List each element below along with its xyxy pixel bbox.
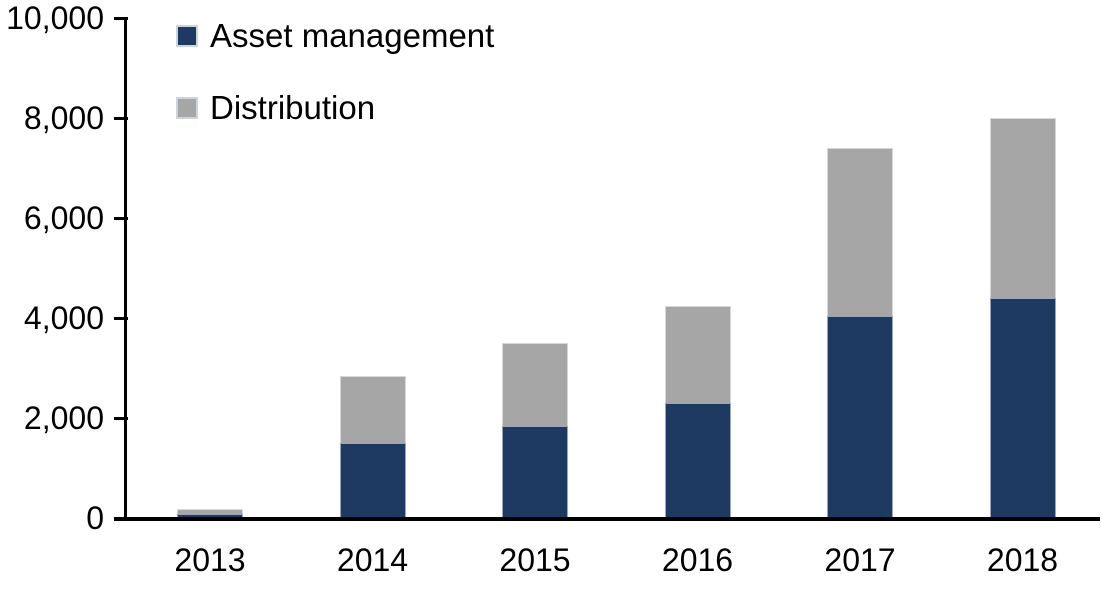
y-tick-mark — [114, 17, 128, 20]
x-category-label-2016: 2016 — [661, 542, 734, 578]
y-tick-label-4-000: 4,000 — [23, 300, 104, 336]
legend-swatch-distribution — [176, 97, 198, 119]
legend-label-asset-management: Asset management — [210, 17, 495, 54]
legend-label-distribution: Distribution — [210, 89, 376, 126]
y-tick-mark — [114, 317, 128, 320]
y-tick-mark — [114, 417, 128, 420]
legend-item-distribution: Distribution — [176, 90, 375, 126]
y-tick-label-0: 0 — [86, 500, 104, 536]
bar-2013 — [177, 0, 243, 518]
bar-2014 — [339, 0, 406, 518]
y-tick-label-6-000: 6,000 — [23, 200, 104, 236]
y-tick-label-2-000: 2,000 — [23, 400, 104, 436]
bar-segment-distribution-2017 — [827, 148, 893, 316]
y-tick-label-8-000: 8,000 — [23, 100, 104, 136]
x-category-label-2015: 2015 — [499, 542, 571, 578]
bar-segment-asset-management-2018 — [989, 298, 1056, 518]
bar-2016 — [664, 0, 731, 518]
x-axis-line — [114, 517, 1100, 521]
bar-2018 — [989, 0, 1056, 518]
y-tick-mark — [114, 117, 128, 120]
bar-segment-distribution-2015 — [502, 343, 568, 426]
bar-segment-asset-management-2014 — [339, 443, 406, 518]
bar-2015 — [502, 0, 568, 518]
x-category-label-2014: 2014 — [336, 542, 409, 578]
bar-segment-asset-management-2013 — [177, 514, 243, 518]
legend-swatch-asset-management — [176, 25, 198, 47]
bar-segment-asset-management-2017 — [827, 315, 893, 518]
legend-item-asset-management: Asset management — [176, 18, 494, 54]
bar-2017 — [827, 0, 893, 518]
bar-segment-distribution-2014 — [339, 375, 406, 443]
x-category-label-2018: 2018 — [986, 542, 1059, 578]
bar-segment-distribution-2013 — [177, 509, 243, 515]
bar-segment-asset-management-2015 — [502, 425, 568, 518]
bar-segment-asset-management-2016 — [664, 403, 731, 518]
bar-segment-distribution-2018 — [989, 118, 1056, 298]
y-tick-mark — [114, 217, 128, 220]
bar-segment-distribution-2016 — [664, 305, 731, 403]
y-tick-label-10-000: 10,000 — [6, 0, 104, 36]
x-category-label-2017: 2017 — [824, 542, 896, 578]
x-category-label-2013: 2013 — [174, 542, 246, 578]
y-axis-line — [124, 18, 127, 521]
